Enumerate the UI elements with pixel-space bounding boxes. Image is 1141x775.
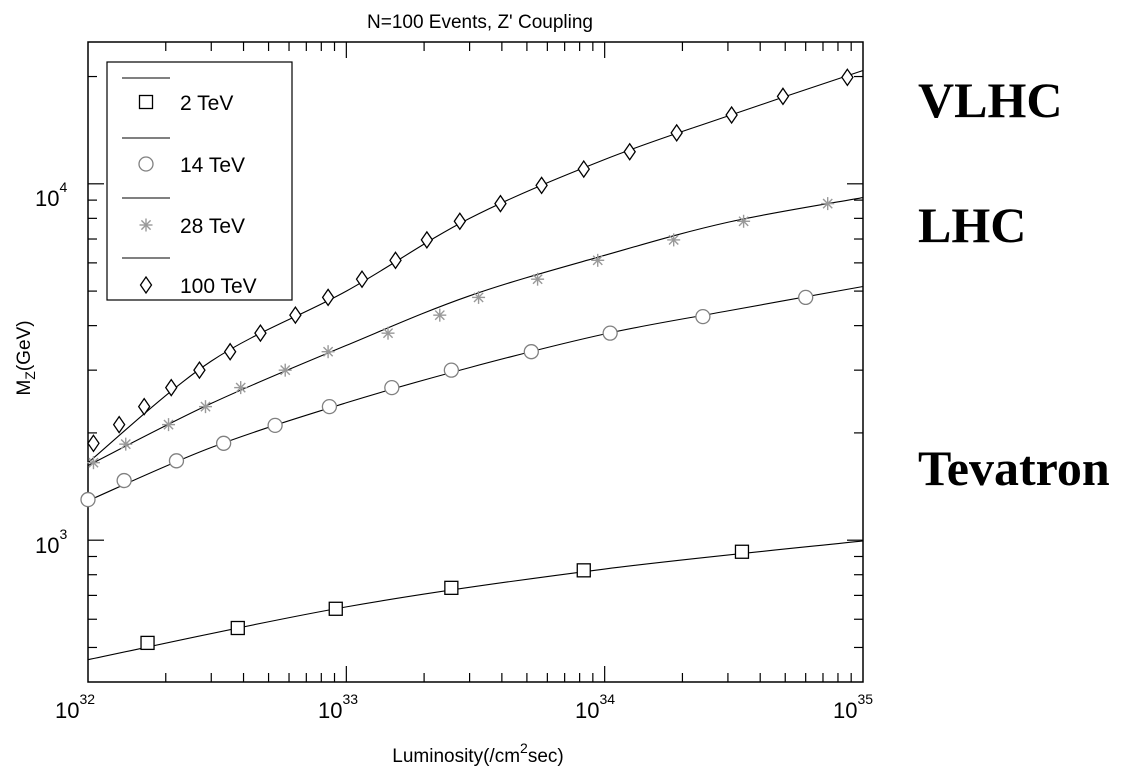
data-point-28tev-3 [199,400,213,414]
data-point-100tev-7 [289,306,302,325]
data-point-100tev-3 [164,378,178,397]
data-point-2tev-4 [576,563,591,578]
legend-label-100tev: 100 TeV [180,275,257,298]
data-point-14tev-9 [602,325,618,341]
data-point-14tev-7 [443,362,460,378]
legend-label-2tev: 2 TeV [180,92,233,115]
side-label-vlhc: VLHC [918,72,1062,128]
data-point-100tev-4 [193,361,206,380]
data-point-100tev-15 [577,159,591,179]
x-tick-label-3: 1035 [833,691,873,723]
data-point-100tev-5 [223,342,237,361]
data-point-28tev-10 [531,272,545,286]
data-point-2tev-3 [444,580,459,595]
series-line-28tev [87,197,864,467]
data-point-14tev-5 [321,398,338,415]
data-point-2tev-2 [328,601,343,616]
data-point-2tev-0 [140,635,155,651]
data-point-100tev-2 [137,397,151,416]
data-point-28tev-2 [162,418,176,432]
data-point-100tev-11 [420,230,434,250]
data-point-100tev-6 [254,324,267,343]
x-tick-label-1: 1033 [318,691,358,723]
side-label-tevatron: Tevatron [918,440,1110,496]
side-label-lhc: LHC [918,197,1026,253]
data-point-100tev-16 [623,142,636,161]
data-point-14tev-8 [523,344,539,360]
data-point-14tev-6 [384,379,400,396]
data-point-28tev-4 [234,381,248,395]
data-point-100tev-1 [112,415,126,434]
legend-box [106,61,293,301]
data-point-100tev-0 [87,434,100,453]
y-axis-label: MZ(GeV) [14,320,38,395]
data-point-100tev-19 [776,87,790,106]
data-point-14tev-10 [695,308,711,325]
data-point-100tev-9 [355,270,369,289]
x-axis-label: Luminosity(/cm2sec) [392,740,563,767]
data-point-100tev-8 [321,288,335,307]
data-point-100tev-17 [670,123,683,142]
data-point-28tev-1 [119,437,133,451]
data-point-28tev-8 [433,308,447,322]
data-point-28tev-0 [86,456,100,470]
x-tick-label-2: 1034 [575,691,615,723]
data-point-14tev-11 [798,289,814,306]
x-tick-label-0: 1032 [55,691,95,723]
data-point-28tev-12 [667,233,681,247]
series-line-14tev [87,285,864,502]
data-point-100tev-18 [725,105,738,125]
data-point-28tev-11 [591,253,605,267]
series-line-2tev [87,540,864,661]
axis-ticks [88,42,863,682]
data-point-14tev-2 [168,453,185,469]
legend-label-28tev: 28 TeV [180,215,245,238]
data-point-100tev-14 [535,176,548,195]
data-point-28tev-6 [321,345,335,359]
legend: 2 TeV 14 TeV 28 TeV 100 TeV [106,61,293,301]
data-point-100tev-12 [453,212,467,231]
y-tick-label-1000: 103 [35,526,67,558]
data-point-28tev-13 [737,214,751,228]
data-point-28tev-9 [472,290,486,304]
data-point-28tev-7 [381,326,395,340]
legend-marker-28tev [139,218,153,232]
chart-title: N=100 Events, Z' Coupling [367,12,593,33]
data-point-14tev-1 [116,472,132,489]
data-point-14tev-4 [267,417,283,434]
data-point-100tev-20 [841,68,854,87]
legend-label-14tev: 14 TeV [180,154,245,177]
legend-marker-14tev [138,156,154,172]
data-point-28tev-14 [821,197,835,211]
data-point-100tev-10 [389,251,402,270]
series-markers [80,68,854,651]
data-point-14tev-0 [80,491,96,508]
data-point-2tev-1 [230,620,245,636]
y-tick-label-10000: 104 [35,179,67,211]
legend-marker-2tev [138,94,154,110]
data-point-28tev-5 [278,363,292,377]
data-point-14tev-3 [215,435,232,451]
data-point-2tev-5 [734,544,750,559]
data-point-100tev-13 [494,194,507,213]
legend-marker-100tev [139,275,153,295]
plot-frame [87,41,864,683]
